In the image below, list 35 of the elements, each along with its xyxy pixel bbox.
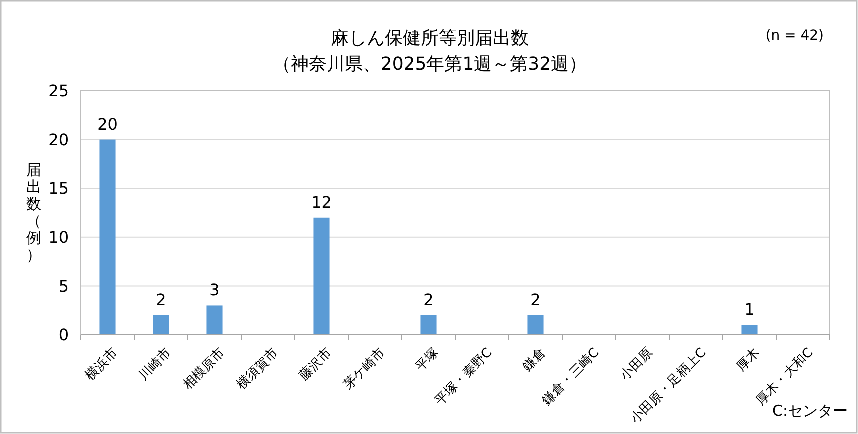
bar	[742, 325, 758, 335]
data-label: 1	[744, 300, 755, 320]
bar	[206, 306, 223, 335]
x-tick-label: 横浜市	[82, 346, 122, 384]
x-tick-label: 厚木	[734, 346, 764, 375]
text: (n = 42)	[766, 28, 824, 44]
y-tick-label: 0	[58, 326, 69, 345]
x-tick-label: 川崎市	[136, 346, 175, 384]
data-label: 2	[156, 290, 166, 310]
y-tick-label: 10	[48, 228, 69, 247]
data-label: 2	[530, 290, 541, 310]
bar	[314, 218, 330, 335]
y-tick-label: 5	[58, 276, 69, 296]
x-tick-label: 相模原市	[180, 346, 228, 394]
y-tick-label: 15	[48, 179, 69, 198]
bar	[153, 315, 170, 335]
x-tick-label: 茅ケ崎市	[341, 346, 389, 394]
bar	[420, 315, 437, 335]
y-tick-label: 20	[48, 130, 69, 150]
x-tick-label: 横須賀市	[234, 346, 282, 394]
bar	[528, 315, 544, 335]
x-tick-label: 藤沢市	[296, 346, 336, 384]
bar	[100, 140, 116, 335]
chart-title: 麻しん保健所等別届出数	[331, 28, 529, 49]
chart-subtitle: （神奈川県、2025年第1週～第32週）	[272, 54, 588, 75]
x-tick-label: 鎌倉	[520, 346, 550, 375]
y-axis-title: 届出数（例）	[26, 161, 42, 264]
text: C:センター	[772, 402, 848, 420]
x-tick-label: 小田原	[618, 346, 656, 384]
data-label: 2	[424, 290, 434, 310]
data-label: 20	[98, 114, 118, 134]
data-label: 3	[210, 280, 220, 300]
y-tick-label: 25	[48, 82, 69, 101]
x-tick-label: 平塚	[413, 346, 442, 375]
data-label: 12	[312, 192, 332, 212]
